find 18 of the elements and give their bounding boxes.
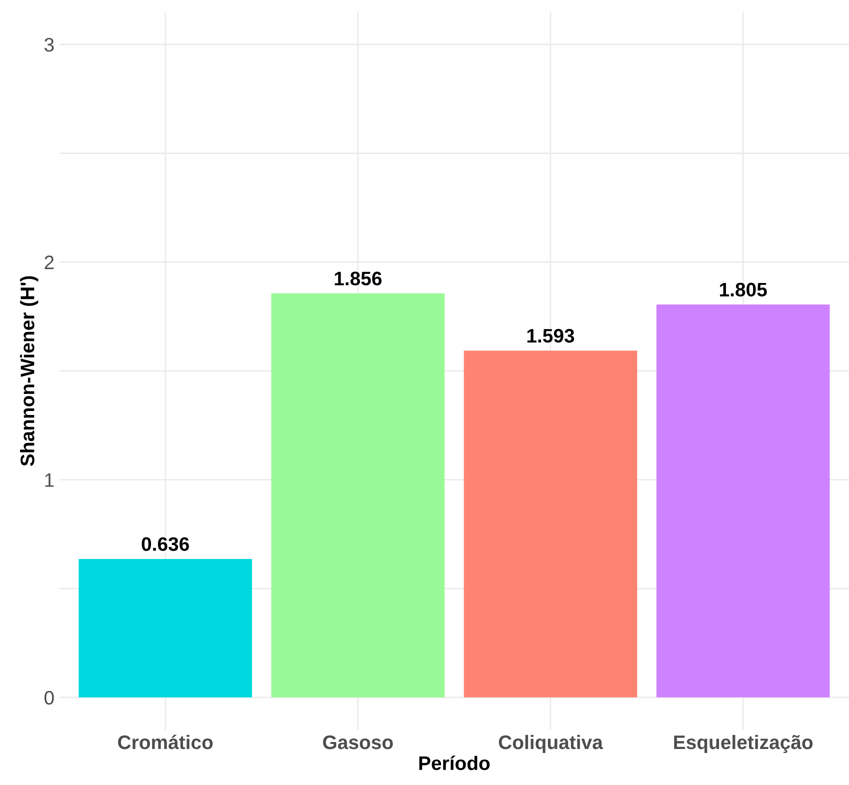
data-label: 1.805	[720, 282, 767, 297]
data-label: 1.593	[527, 328, 574, 343]
x-tick-label: Esqueletização	[674, 734, 813, 754]
data-label: 1.856	[334, 272, 382, 286]
y-tick-label: 1	[45, 473, 54, 487]
y-tick-label: 3	[44, 38, 54, 52]
bar	[656, 304, 830, 698]
y-tick-label: 2	[44, 256, 54, 270]
y-tick-label: 0	[44, 690, 54, 705]
bar	[271, 293, 445, 698]
y-axis-title: Shannon-Wiener (H')	[20, 276, 38, 466]
x-tick-label: Gasoso	[323, 735, 393, 750]
x-tick-label: Cromático	[118, 734, 213, 750]
x-tick-label: Coliquativa	[498, 734, 604, 754]
bar	[464, 350, 638, 698]
bar	[78, 558, 252, 698]
x-axis-title: Período	[419, 756, 490, 770]
data-label: 0.636	[142, 537, 189, 551]
